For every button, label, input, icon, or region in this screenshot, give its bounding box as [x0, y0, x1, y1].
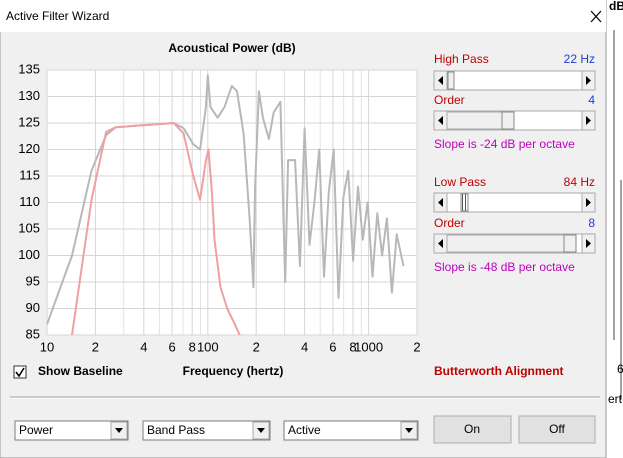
x-tick-label: 100 — [197, 339, 219, 354]
slider[interactable] — [433, 70, 596, 91]
x-tick-label: 2 — [413, 339, 420, 354]
series-line — [71, 122, 241, 335]
button[interactable]: On — [433, 415, 512, 444]
x-tick-label: 10 — [40, 339, 54, 354]
slider[interactable] — [433, 192, 596, 213]
high-pass-value: 22 Hz — [564, 52, 595, 66]
background-text: 6 — [617, 362, 623, 376]
high-pass-label: High Pass — [434, 52, 489, 66]
y-tick-label: 85 — [26, 326, 40, 341]
plot-lines — [47, 74, 405, 335]
y-tick-label: 110 — [19, 194, 40, 209]
high-slope-text: Slope is -24 dB per octave — [434, 137, 575, 151]
checkbox-label[interactable]: Show Baseline — [38, 364, 123, 378]
x-tick-label: 1000 — [354, 339, 383, 354]
window-title: Active Filter Wizard — [6, 9, 109, 23]
button-text[interactable]: On — [464, 422, 480, 436]
low-order-value: 8 — [588, 216, 595, 230]
checkmark — [15, 367, 25, 378]
chart-title: Acoustical Power (dB) — [168, 41, 295, 55]
high-order-value: 4 — [588, 93, 595, 107]
close-button[interactable] — [590, 10, 602, 23]
alignment-text: Butterworth Alignment — [434, 364, 564, 378]
x-tick-label: 8 — [189, 339, 196, 354]
x-tick-label: 2 — [253, 339, 260, 354]
slider[interactable] — [433, 233, 596, 254]
dropdown[interactable]: Power — [14, 420, 129, 441]
low-pass-label: Low Pass — [434, 175, 486, 189]
dropdown[interactable]: Active — [283, 420, 419, 441]
low-pass-value: 84 Hz — [564, 175, 595, 189]
title-bar — [0, 0, 606, 32]
y-tick-label: 95 — [26, 273, 40, 288]
y-tick-label: 115 — [19, 167, 40, 182]
dropdown[interactable]: Band Pass — [142, 420, 271, 441]
x-axis-label: Frequency (hertz) — [183, 364, 284, 378]
series-line — [47, 74, 405, 325]
button-text[interactable]: Off — [549, 422, 565, 436]
background-text: ert — [608, 392, 623, 406]
x-tick-label: 6 — [169, 339, 176, 354]
dropdown-text[interactable]: Power — [19, 423, 53, 437]
checkbox[interactable] — [13, 365, 27, 379]
y-tick-label: 90 — [26, 300, 40, 315]
x-tick-label: 2 — [92, 339, 99, 354]
grid — [46, 69, 418, 336]
dropdown-text[interactable]: Band Pass — [147, 423, 205, 437]
button[interactable]: Off — [518, 415, 596, 444]
x-tick-label: 4 — [140, 339, 147, 354]
x-tick-label: 8 — [349, 339, 356, 354]
x-tick-label: 4 — [301, 339, 308, 354]
low-slope-text: Slope is -48 dB per octave — [434, 260, 575, 274]
y-tick-label: 100 — [18, 247, 40, 262]
y-tick-label: 105 — [18, 220, 40, 235]
low-order-label: Order — [434, 216, 465, 230]
y-tick-label: 130 — [18, 88, 40, 103]
high-order-label: Order — [434, 93, 465, 107]
slider[interactable] — [433, 110, 596, 131]
dropdown-text[interactable]: Active — [288, 423, 321, 437]
x-tick-label: 6 — [329, 339, 336, 354]
y-tick-label: 120 — [18, 141, 40, 156]
y-tick-label: 125 — [18, 114, 40, 129]
y-tick-label: 135 — [18, 61, 40, 76]
background-text: dB — [609, 0, 623, 13]
